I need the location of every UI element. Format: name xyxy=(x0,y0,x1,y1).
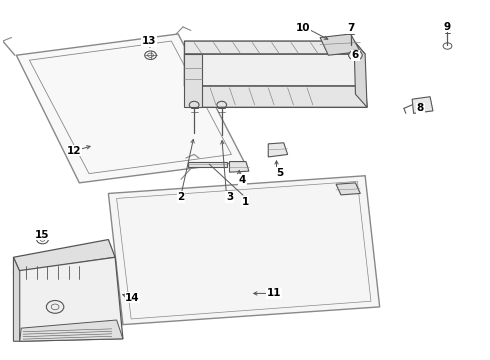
Text: 12: 12 xyxy=(67,146,82,156)
Polygon shape xyxy=(108,176,380,325)
Polygon shape xyxy=(336,183,360,195)
Text: 13: 13 xyxy=(142,36,156,46)
Polygon shape xyxy=(20,320,123,341)
Circle shape xyxy=(349,50,362,60)
Polygon shape xyxy=(200,86,367,107)
Text: 11: 11 xyxy=(267,288,281,298)
Text: 14: 14 xyxy=(125,293,140,303)
Text: 7: 7 xyxy=(347,23,354,33)
Text: 15: 15 xyxy=(35,230,50,240)
Text: 8: 8 xyxy=(416,103,424,113)
Polygon shape xyxy=(354,41,367,107)
Polygon shape xyxy=(268,143,288,157)
Polygon shape xyxy=(13,257,123,341)
Text: 4: 4 xyxy=(239,175,246,185)
Polygon shape xyxy=(13,257,20,341)
Polygon shape xyxy=(412,97,433,113)
Text: 2: 2 xyxy=(177,192,185,202)
Polygon shape xyxy=(184,41,365,54)
Text: 6: 6 xyxy=(352,50,359,60)
Circle shape xyxy=(47,301,64,313)
Polygon shape xyxy=(16,34,244,183)
Text: 5: 5 xyxy=(276,168,284,178)
Text: 10: 10 xyxy=(296,23,310,33)
Polygon shape xyxy=(184,54,202,107)
Polygon shape xyxy=(188,162,226,167)
Polygon shape xyxy=(229,162,249,172)
Polygon shape xyxy=(320,34,360,55)
Text: 3: 3 xyxy=(226,192,233,202)
Polygon shape xyxy=(184,54,365,86)
Polygon shape xyxy=(13,239,115,271)
Text: 9: 9 xyxy=(444,22,451,32)
Text: 1: 1 xyxy=(242,197,248,207)
